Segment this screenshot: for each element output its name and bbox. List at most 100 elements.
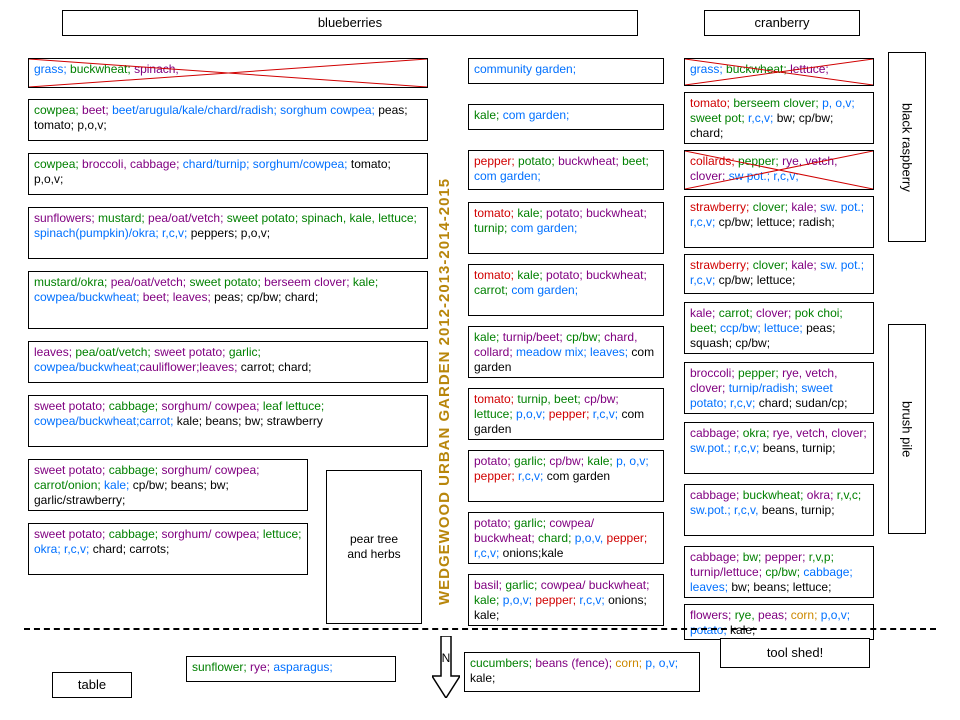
text-segment: bw; [743,550,765,564]
boundary-dashed-line [24,628,936,630]
text-segment: basil; [474,578,505,592]
text-segment: cowpea; [34,103,82,117]
text-segment: clover; [753,200,792,214]
plot-cell: sweet potato; cabbage; sorghum/ cowpea; … [28,395,428,447]
text-segment: lettuce; [263,527,302,541]
text-segment: pepper; [765,550,809,564]
text-segment: garlic; [514,516,549,530]
text-segment: potato; buckwheat; [546,268,647,282]
text-segment: chard; carrots; [93,542,170,556]
text-segment: sorghum/ cowpea; [161,463,259,477]
text-segment: com garden; [511,221,578,235]
text-segment: leaf lettuce; [263,399,324,413]
text-segment: clover; [753,258,792,272]
text-segment: buckwheat; [70,62,134,76]
garden-title: WEDGEWOOD URBAN GARDEN 2012-2013-2014-20… [436,59,453,605]
text-segment: cp/bw; lettuce; radish; [719,215,835,229]
text-segment: cowpea/buckwheat; [34,360,139,374]
header-blueberries: blueberries [62,10,638,36]
text-segment: lettuce; [474,407,516,421]
text-segment: cabbage; [109,399,162,413]
text-segment: p,o,v, [575,531,607,545]
text-segment: carrot; [474,283,511,297]
text-segment: sweet potato; [189,275,264,289]
plot-cell: grass; buckwheat; spinach, [28,58,428,88]
text-segment: p, o,v; [616,454,649,468]
plot-cell: flowers; rye, peas; corn; p,o,v; potato;… [684,604,874,640]
plot-cell: sweet potato; cabbage; sorghum/ cowpea; … [28,459,308,511]
plot-cell: kale; turnip/beet; cp/bw; chard, collard… [468,326,664,378]
text-segment: cp/bw; lettuce; [719,273,796,287]
tool-shed-box: tool shed! [720,638,870,668]
text-segment: broccoli, cabbage; [82,157,183,171]
north-arrow-icon: N [432,636,460,698]
text-segment: buckwheat; [743,488,807,502]
table-box: table [52,672,132,698]
text-segment: flowers; [690,608,735,622]
text-segment: sw pot.; r,c,v; [729,169,799,183]
text-segment: garlic; [229,345,261,359]
text-segment: kale; [353,275,378,289]
text-segment: rye; [250,660,273,674]
text-segment: strawberry; [690,258,753,272]
text-segment: kale; [690,306,719,320]
text-segment: cucumbers; [470,656,535,670]
text-segment: sweet potato; [34,463,109,477]
text-segment: cp/bw; [584,392,619,406]
text-segment: garlic; [505,578,540,592]
plot-cell: potato; garlic; cp/bw; kale; p, o,v; pep… [468,450,664,502]
text-segment: r,v,p; [809,550,834,564]
text-segment: peas; [758,608,791,622]
text-segment: sweet potato; [34,527,109,541]
text-segment: com garden; [503,108,570,122]
text-segment: beet/arugula/kale/chard/radish; sorghum … [112,103,378,117]
text-segment: cabbage; [690,550,743,564]
text-segment: sweet pot; [690,111,748,125]
text-segment: kale; [791,258,820,272]
text-segment: p, o,v; [645,656,678,670]
text-segment: carrot; [719,306,756,320]
text-segment: broccoli; [690,366,738,380]
text-segment: mustard; [98,211,148,225]
text-segment: sunflowers; [34,211,98,225]
plot-cell: cowpea; beet; beet/arugula/kale/chard/ra… [28,99,428,141]
plot-cell: pepper; potato; buckwheat; beet; com gar… [468,150,664,190]
text-segment: pepper; [474,154,518,168]
text-segment: beans, turnip; [762,503,835,517]
text-segment: com garden; [511,283,578,297]
plot-cell: potato; garlic; cowpea/ buckwheat; chard… [468,512,664,564]
text-segment: kale; [791,200,820,214]
plot-cell: kale; com garden; [468,104,664,130]
text-segment: rye, vetch, clover; [773,426,867,440]
text-segment: peas; cp/bw; chard; [214,290,318,304]
text-segment: p,o,v; [516,407,549,421]
text-segment: cowpea/ buckwheat; [541,578,650,592]
text-segment: kale; [587,454,616,468]
text-segment: turnip; [474,221,511,235]
text-segment: r,c,v; [579,593,608,607]
text-segment: chard/turnip; sorghum/cowpea; [183,157,351,171]
text-segment: chard; [538,531,575,545]
text-segment: beet; leaves; [143,290,214,304]
plot-cell: cabbage; okra; rye, vetch, clover; sw.po… [684,422,874,474]
text-segment: tomato; [690,96,733,110]
plot-cell: basil; garlic; cowpea/ buckwheat; kale; … [468,574,664,626]
text-segment: turnip/beet; [503,330,566,344]
plot-cell: sunflowers; mustard; pea/oat/vetch; swee… [28,207,428,259]
side-label-brush-pile: brush pile [888,324,926,534]
text-segment: beans (fence); [535,656,615,670]
text-segment: potato; buckwheat; [546,206,647,220]
text-segment: p,o,v; [503,593,536,607]
text-segment: grass; [690,62,726,76]
text-segment: clover; [756,306,795,320]
plot-cell: cabbage; buckwheat; okra; r,v,c; sw.pot.… [684,484,874,536]
side-label-black-raspberry: black raspberry [888,52,926,242]
text-segment: p, o,v; [822,96,855,110]
text-segment: community garden; [474,62,576,76]
text-segment: mustard/okra; [34,275,111,289]
text-segment: pea/oat/vetch; [148,211,227,225]
text-segment: r,c,v; [474,546,503,560]
text-segment: cabbage; [690,426,743,440]
text-segment: garlic; [514,454,549,468]
text-segment: carrot; chard; [241,360,312,374]
